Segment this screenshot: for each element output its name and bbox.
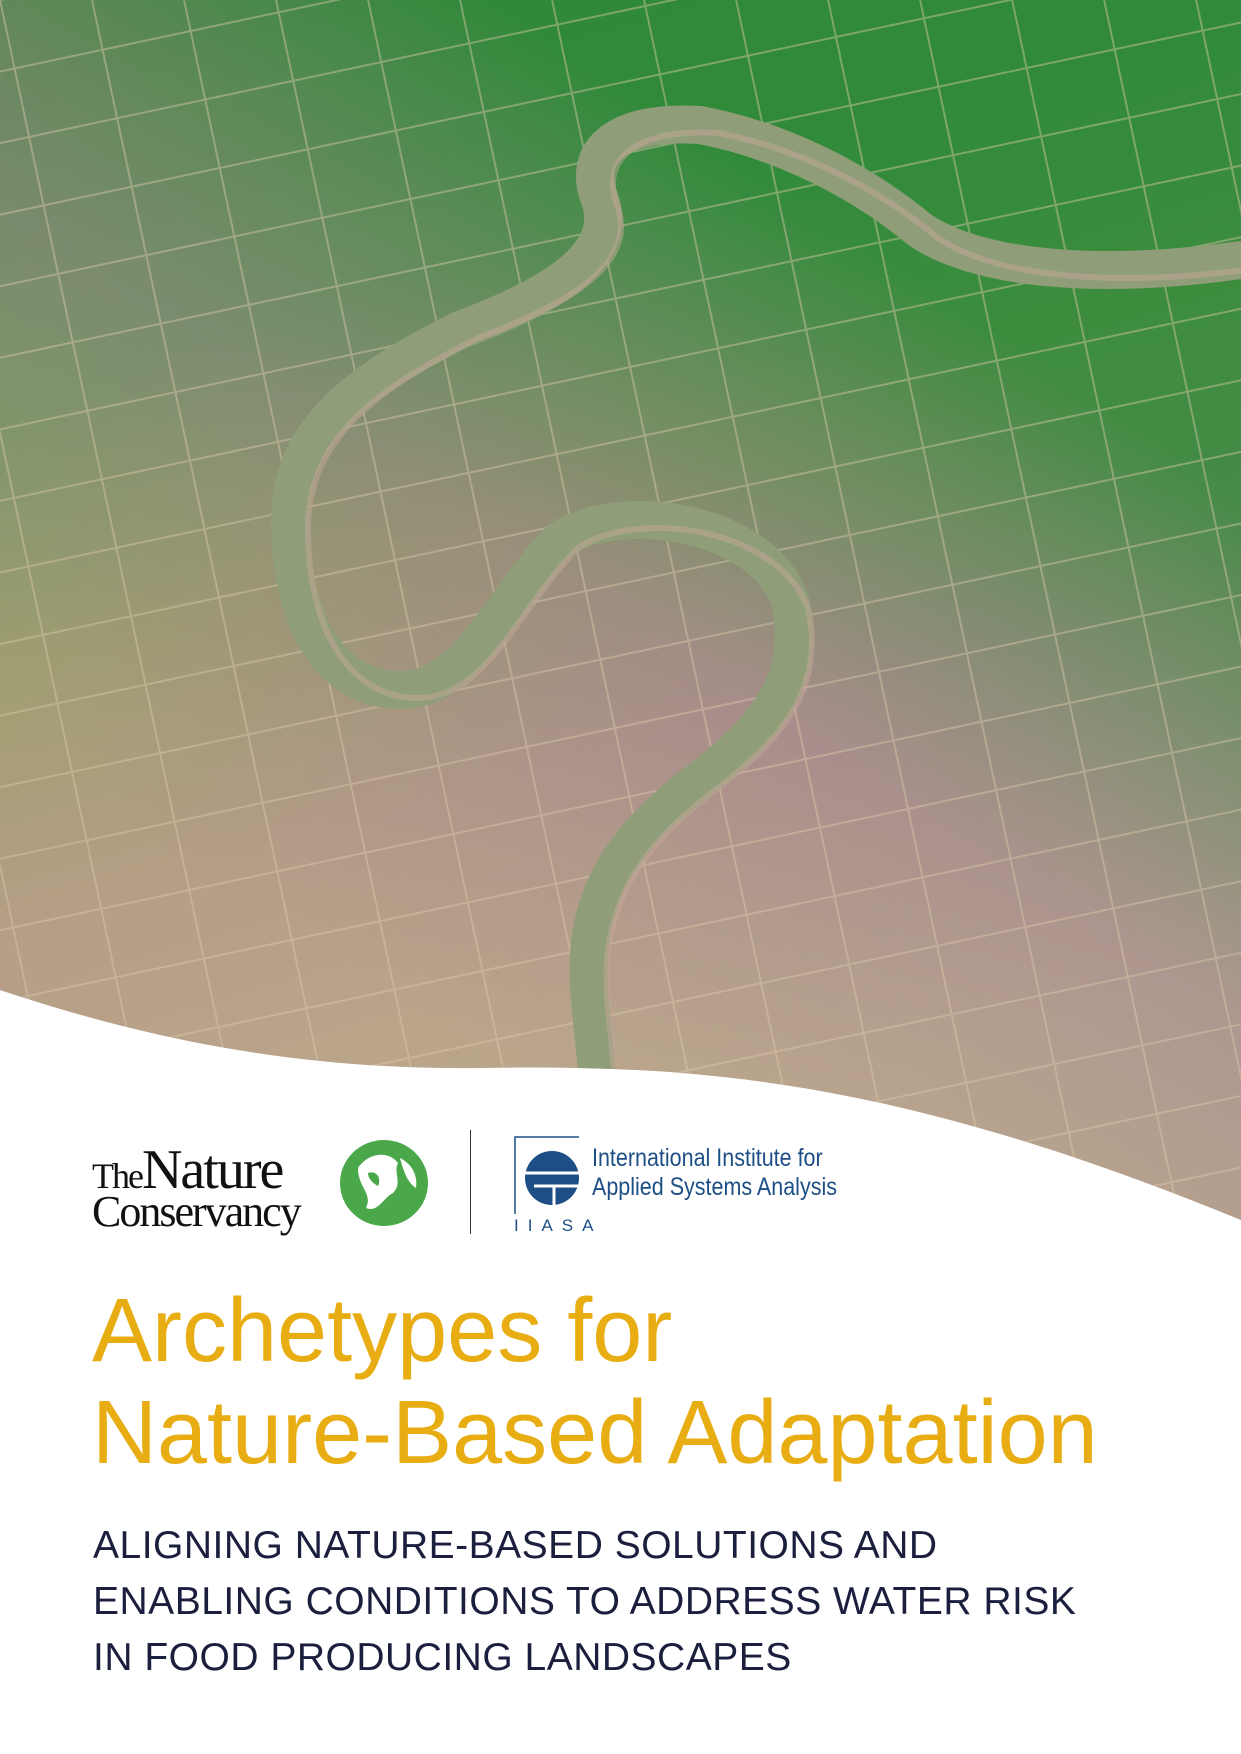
tnc-logo-conservancy: Conservancy (92, 1187, 302, 1236)
cover-photo (0, 0, 1241, 1220)
iiasa-name: International Institute for Applied Syst… (592, 1144, 837, 1202)
title-line2: Nature-Based Adaptation (92, 1383, 1098, 1483)
iiasa-name-line2: Applied Systems Analysis (592, 1173, 837, 1201)
logo-divider (470, 1130, 471, 1234)
tnc-logo-the: The (92, 1156, 144, 1196)
tnc-leaf-globe-icon (340, 1140, 428, 1226)
iiasa-logo-icon (514, 1136, 580, 1214)
title-line1: Archetypes for (92, 1281, 673, 1381)
document-title: Archetypes for Nature-Based Adaptation (92, 1280, 1098, 1484)
iiasa-abbr: IIASA (514, 1216, 603, 1235)
subtitle-line2: ENABLING CONDITIONS TO ADDRESS WATER RIS… (93, 1580, 1077, 1623)
document-subtitle: ALIGNING NATURE-BASED SOLUTIONS AND ENAB… (93, 1518, 1076, 1686)
tnc-logo: TheNature Conservancy (92, 1139, 302, 1236)
partner-logos: TheNature Conservancy International Inst… (92, 1130, 892, 1240)
tnc-logo-nature: Nature (141, 1139, 284, 1201)
iiasa-name-line1: International Institute for (592, 1144, 823, 1172)
subtitle-line1: ALIGNING NATURE-BASED SOLUTIONS AND (93, 1524, 938, 1567)
subtitle-line3: IN FOOD PRODUCING LANDSCAPES (93, 1636, 792, 1679)
